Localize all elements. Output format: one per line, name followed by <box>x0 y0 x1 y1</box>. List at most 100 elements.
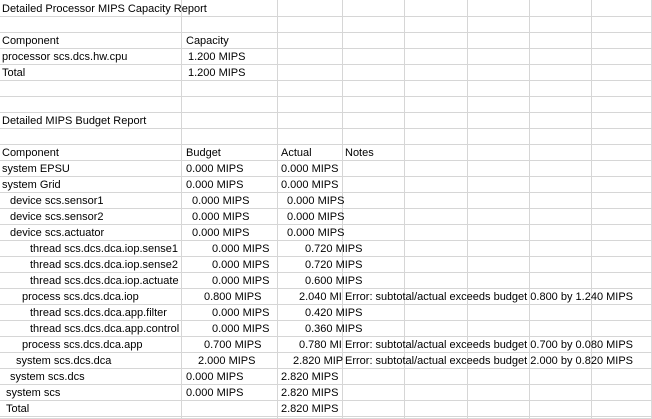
cell-value-c[interactable]: 0.000 MIPS <box>287 211 345 223</box>
row-divider <box>0 32 652 33</box>
cell-value-c[interactable]: 0.600 MIPS <box>305 275 363 287</box>
row-divider <box>0 368 652 369</box>
cell-value-c[interactable]: 0.000 MIPS <box>287 227 345 239</box>
table-row: device scs.sensor2 0.000 MIPS 0.000 MIPS <box>0 209 652 225</box>
row-divider <box>0 144 652 145</box>
cell-component[interactable]: Component <box>2 35 59 47</box>
cell-component[interactable]: system scs.dcs.dca <box>16 355 112 367</box>
row-divider <box>0 240 652 241</box>
cell-value-b[interactable]: 0.000 MIPS <box>186 163 244 175</box>
cell-value-c[interactable]: Actual <box>281 147 312 159</box>
cell-notes[interactable]: Error: subtotal/actual exceeds budget 2.… <box>345 355 634 367</box>
table-row <box>0 97 652 113</box>
row-divider <box>0 96 652 97</box>
cell-component[interactable]: Total <box>6 403 30 415</box>
cell-value-b[interactable]: 0.000 MIPS <box>186 371 244 383</box>
table-row: process scs.dcs.dca.iop 0.800 MIPS 2.040 M… <box>0 289 652 305</box>
cell-notes[interactable]: Error: subtotal/actual exceeds budget 0.… <box>345 291 634 303</box>
cell-value-c[interactable]: 0.720 MIPS <box>305 259 363 271</box>
column-divider <box>591 0 592 419</box>
row-divider <box>0 352 652 353</box>
cell-component[interactable]: Detailed Processor MIPS Capacity Report <box>2 3 207 15</box>
cell-value-b[interactable]: 0.700 MIPS <box>204 339 262 351</box>
cell-value-b[interactable]: 0.000 MIPS <box>212 259 270 271</box>
column-divider <box>181 0 182 419</box>
cell-value-c[interactable]: 2.820 MIPS <box>281 387 339 399</box>
cell-value-b[interactable]: Capacity <box>186 35 229 47</box>
table-row: thread scs.dcs.dca.iop.sense1 0.000 MIPS 0… <box>0 241 652 257</box>
row-divider <box>0 272 652 273</box>
cell-value-b[interactable]: 1.200 MIPS <box>188 67 246 79</box>
cell-value-c[interactable]: 2.820 MIPS <box>281 371 339 383</box>
table-row <box>0 81 652 97</box>
cell-value-b[interactable]: 0.000 MIPS <box>192 227 250 239</box>
table-row: Total 1.200 MIPS <box>0 65 652 81</box>
table-row: Component Capacity <box>0 33 652 49</box>
cell-component[interactable]: Total <box>2 67 26 79</box>
row-divider <box>0 48 652 49</box>
cell-component[interactable]: thread scs.dcs.dca.iop.sense2 <box>30 259 178 271</box>
column-divider <box>529 0 530 419</box>
cell-value-c[interactable]: 0.360 MIPS <box>305 323 363 335</box>
table-row: Detailed Processor MIPS Capacity Report <box>0 1 652 17</box>
cell-value-b[interactable]: 0.000 MIPS <box>212 243 270 255</box>
cell-component[interactable]: system EPSU <box>2 163 70 175</box>
cell-value-b[interactable]: 0.000 MIPS <box>192 211 250 223</box>
cell-component[interactable]: device scs.actuator <box>10 227 105 239</box>
cell-component[interactable]: processor scs.dcs.hw.cpu <box>2 51 128 63</box>
cell-value-c[interactable]: 2.040 MI <box>299 291 342 303</box>
cell-value-c[interactable]: 0.420 MIPS <box>305 307 363 319</box>
cell-component[interactable]: Detailed MIPS Budget Report <box>2 115 147 127</box>
cell-value-b[interactable]: 1.200 MIPS <box>188 51 246 63</box>
cell-value-c[interactable]: 0.000 MIPS <box>281 179 339 191</box>
table-row: device scs.sensor1 0.000 MIPS 0.000 MIPS <box>0 193 652 209</box>
cell-value-b[interactable]: Budget <box>186 147 221 159</box>
table-row: system EPSU 0.000 MIPS 0.000 MIPS <box>0 161 652 177</box>
cell-component[interactable]: process scs.dcs.dca.app <box>22 339 143 351</box>
cell-value-b[interactable]: 0.000 MIPS <box>186 387 244 399</box>
cell-value-c[interactable]: 0.720 MIPS <box>305 243 363 255</box>
cell-value-b[interactable]: 0.000 MIPS <box>186 179 244 191</box>
cell-value-b[interactable]: 0.000 MIPS <box>192 195 250 207</box>
cell-value-c[interactable]: 2.820 MIP <box>293 355 344 367</box>
cell-component[interactable]: device scs.sensor1 <box>10 195 104 207</box>
cell-value-c[interactable]: 0.000 MIPS <box>287 195 345 207</box>
cell-component[interactable]: system scs <box>6 387 61 399</box>
row-divider <box>0 112 652 113</box>
row-divider <box>0 16 652 17</box>
table-row: system scs.dcs.dca 2.000 MIPS 2.820 MIP Err… <box>0 353 652 369</box>
row-divider <box>0 336 652 337</box>
cell-component[interactable]: system scs.dcs <box>10 371 85 383</box>
cell-component[interactable]: system Grid <box>2 179 61 191</box>
row-divider <box>0 192 652 193</box>
cell-value-b[interactable]: 2.000 MIPS <box>198 355 256 367</box>
cell-component[interactable]: thread scs.dcs.dca.iop.sense1 <box>30 243 178 255</box>
cell-notes[interactable]: Notes <box>345 147 374 159</box>
table-row: system Grid 0.000 MIPS 0.000 MIPS <box>0 177 652 193</box>
cell-value-b[interactable]: 0.000 MIPS <box>212 307 270 319</box>
cell-component[interactable]: process scs.dcs.dca.iop <box>22 291 139 303</box>
table-row: Component Budget Actual Notes <box>0 145 652 161</box>
row-divider <box>0 80 652 81</box>
row-divider <box>0 384 652 385</box>
row-divider <box>0 128 652 129</box>
table-row: processor scs.dcs.hw.cpu 1.200 MIPS <box>0 49 652 65</box>
column-divider <box>404 0 405 419</box>
cell-notes[interactable]: Error: subtotal/actual exceeds budget 0.… <box>345 339 634 351</box>
cell-component[interactable]: Component <box>2 147 59 159</box>
cell-component[interactable]: thread scs.dcs.dca.iop.actuate <box>30 275 179 287</box>
cell-value-c[interactable]: 0.780 MI <box>299 339 342 351</box>
cell-component[interactable]: thread scs.dcs.dca.app.filter <box>30 307 167 319</box>
cell-value-b[interactable]: 0.800 MIPS <box>204 291 262 303</box>
cell-value-c[interactable]: 0.000 MIPS <box>281 163 339 175</box>
cell-component[interactable]: device scs.sensor2 <box>10 211 104 223</box>
cell-value-b[interactable]: 0.000 MIPS <box>212 275 270 287</box>
table-row: process scs.dcs.dca.app 0.700 MIPS 0.780 M… <box>0 337 652 353</box>
table-row: system scs.dcs 0.000 MIPS 2.820 MIPS <box>0 369 652 385</box>
cell-value-c[interactable]: 2.820 MIPS <box>281 403 339 415</box>
cell-value-b[interactable]: 0.000 MIPS <box>212 323 270 335</box>
row-divider <box>0 320 652 321</box>
cell-component[interactable]: thread scs.dcs.dca.app.control <box>30 323 180 335</box>
table-row: Total 2.820 MIPS <box>0 401 652 417</box>
